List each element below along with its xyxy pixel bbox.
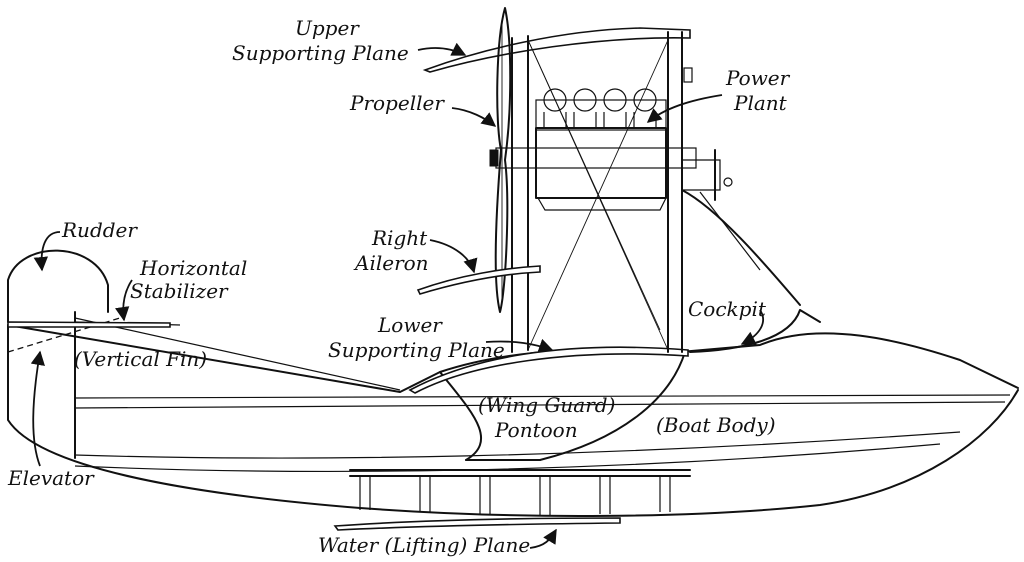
label-propeller: Propeller — [349, 91, 445, 115]
power-plant — [489, 67, 733, 211]
arrow-rudder — [33, 231, 61, 272]
propeller — [494, 7, 512, 313]
label-right-aileron-line1: Right — [371, 226, 428, 250]
arrow-cockpit — [740, 309, 764, 345]
horizontal-stabilizer — [7, 321, 171, 328]
label-rudder: Rudder — [61, 218, 138, 242]
label-lower-plane-line2: Supporting Plane — [328, 338, 505, 362]
upper-supporting-plane — [422, 27, 691, 73]
lower-supporting-plane — [408, 346, 689, 394]
label-wing-guard-line2: Pontoon — [494, 418, 578, 442]
arrow-power-plant — [646, 94, 723, 123]
label-elevator: Elevator — [7, 466, 95, 490]
label-horizontal-stabilizer-line2: Stabilizer — [130, 279, 229, 303]
label-boat-body: (Boat Body) — [656, 413, 776, 437]
label-vertical-fin: (Vertical Fin) — [74, 347, 207, 371]
arrow-upper-plane — [417, 42, 467, 56]
label-lower-plane-line1: Lower — [377, 313, 443, 337]
cockpit — [681, 189, 821, 353]
wing-guard-pontoon — [439, 351, 686, 461]
right-aileron — [416, 265, 541, 295]
arrow-horizontal-stabilizer — [115, 279, 133, 322]
label-power-plant-line1: Power — [725, 66, 791, 90]
label-water-plane: Water (Lifting) Plane — [318, 533, 530, 557]
engine-cylinders — [543, 88, 657, 128]
label-horizontal-stabilizer-line1: Horizontal — [139, 256, 247, 280]
struts — [511, 31, 683, 353]
label-right-aileron-line2: Aileron — [353, 251, 429, 275]
label-wing-guard-line1: (Wing Guard) — [478, 393, 615, 417]
label-upper-plane-line2: Supporting Plane — [232, 41, 409, 65]
water-lifting-plane — [333, 469, 691, 531]
arrow-propeller — [451, 107, 497, 127]
arrow-lower-plane — [485, 338, 554, 353]
arrow-right-aileron — [429, 239, 478, 274]
arrow-elevator — [30, 350, 45, 467]
label-upper-plane-line1: Upper — [295, 16, 360, 40]
arrow-water-plane — [529, 528, 557, 549]
label-cockpit: Cockpit — [688, 297, 767, 321]
label-power-plant-line2: Plant — [733, 91, 788, 115]
rudder — [7, 249, 121, 353]
